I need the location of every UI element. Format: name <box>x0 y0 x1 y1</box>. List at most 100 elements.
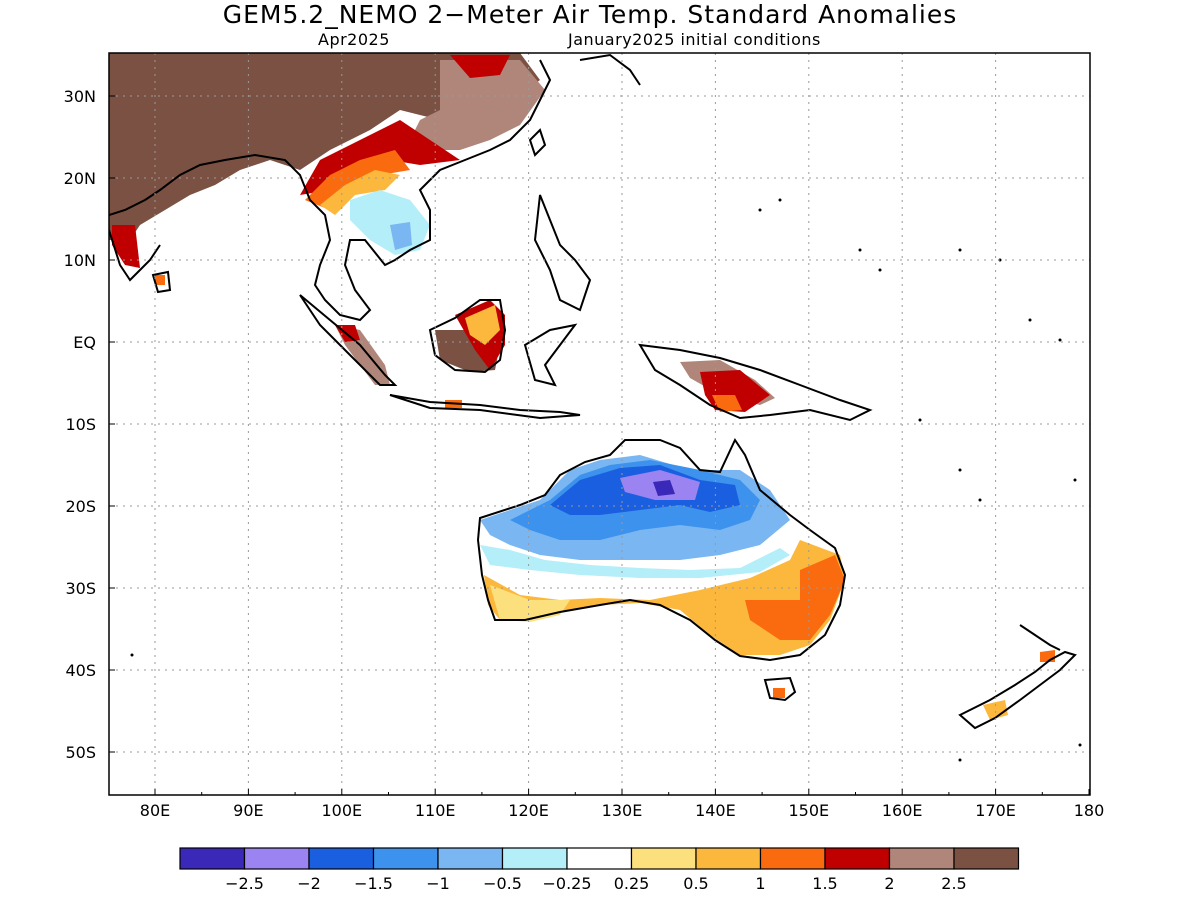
indochina-light-warm <box>320 170 400 215</box>
new-guinea-orange <box>712 395 742 412</box>
lat-tick-label: 50S <box>65 743 96 762</box>
sumatra-coastline <box>299 294 398 386</box>
island-dot <box>1073 478 1077 482</box>
color-bar-swatch <box>566 847 633 870</box>
color-bar-swatch <box>695 847 762 870</box>
lon-tick-label: 100E <box>321 801 362 820</box>
asia-moderate-warm-region <box>410 60 545 150</box>
lon-tick-label: 90E <box>233 801 263 820</box>
color-bar-label: 1.5 <box>812 874 837 893</box>
tasmania-coastline <box>763 676 797 702</box>
island-dot <box>998 258 1002 262</box>
color-bar-label: −0.25 <box>542 874 591 893</box>
australia-warm-south <box>484 540 845 655</box>
island-dot <box>918 418 922 422</box>
new-guinea-coastline <box>638 343 873 422</box>
longitude-ticks: 80E 90E 100E 110E 120E 130E 140E 150E 160E 170E 18… <box>140 789 1105 820</box>
australia-warm-light <box>490 585 570 622</box>
color-bar-swatch <box>308 847 375 870</box>
color-bar-swatch <box>630 847 697 870</box>
australia-warm-east <box>745 555 845 640</box>
australia-coastline <box>476 437 847 662</box>
lat-tick-label: 30S <box>65 579 96 598</box>
chart-title: GEM5.2_NEMO 2−Meter Air Temp. Standard A… <box>222 0 958 29</box>
color-bar-swatch <box>501 847 568 870</box>
color-bar-label: 1 <box>755 874 765 893</box>
australia-cold-2-5 <box>653 480 675 496</box>
island-dot <box>778 198 782 202</box>
lat-tick-label: 20S <box>65 497 96 516</box>
color-bar-label: −2.5 <box>225 874 264 893</box>
lon-tick-label: 130E <box>602 801 643 820</box>
color-bar-label: 0.5 <box>683 874 708 893</box>
lon-tick-label: 160E <box>882 801 923 820</box>
color-bar-swatch <box>372 847 439 870</box>
lon-tick-label: 80E <box>140 801 170 820</box>
lat-tick-label: 40S <box>65 661 96 680</box>
lon-tick-label: 180 <box>1074 801 1105 820</box>
india-warm <box>112 225 140 268</box>
coastlines <box>109 53 1077 730</box>
island-dot <box>130 653 134 657</box>
color-bar-swatch <box>953 847 1020 870</box>
anomaly-shading <box>109 53 1055 720</box>
color-bar-label: 2 <box>884 874 894 893</box>
color-bar-swatch <box>243 847 310 870</box>
taiwan-coastline <box>528 128 547 157</box>
lon-tick-label: 170E <box>975 801 1016 820</box>
lat-tick-label: EQ <box>73 333 96 352</box>
java-coastline <box>389 394 581 420</box>
tasmania-warm <box>773 688 785 698</box>
island-dot <box>978 498 982 502</box>
japan-coastline <box>579 53 641 86</box>
color-bar-label: 2.5 <box>941 874 966 893</box>
color-bar-label: −1.5 <box>354 874 393 893</box>
island-dot <box>958 758 962 762</box>
new-zealand-warm <box>983 700 1008 720</box>
color-bar-swatch <box>179 847 246 870</box>
island-dot <box>878 268 882 272</box>
sri-lanka-coastline <box>151 270 172 294</box>
initial-conditions: January2025 initial conditions <box>568 30 821 49</box>
lon-tick-label: 150E <box>788 801 829 820</box>
color-bar-swatch <box>759 847 826 870</box>
color-bar: −2.5 −2 −1.5 −1 −0.5 −0.25 0.25 0.5 1 1.5 2 2.5 <box>179 847 1020 893</box>
lat-tick-label: 20N <box>64 169 96 188</box>
color-bar-label: 0.25 <box>614 874 650 893</box>
lat-tick-label: 30N <box>64 87 96 106</box>
lon-tick-label: 120E <box>508 801 549 820</box>
lat-tick-label: 10S <box>65 415 96 434</box>
lat-tick-label: 10N <box>64 251 96 270</box>
island-dot <box>758 208 762 212</box>
color-bar-label: −0.5 <box>483 874 522 893</box>
sri-lanka-warm <box>155 275 165 285</box>
color-bar-swatch <box>437 847 504 870</box>
asia-strong-warm-region <box>109 53 540 240</box>
australia-cool-fringe <box>480 545 790 578</box>
new-zealand-north-coastline <box>1019 624 1061 651</box>
island-dot <box>1078 743 1082 747</box>
color-bar-label: −1 <box>426 874 450 893</box>
new-zealand-hot <box>1040 650 1055 662</box>
lon-tick-label: 110E <box>415 801 456 820</box>
indochina-cooler-spot <box>390 222 412 250</box>
sulawesi-coastline <box>523 323 578 387</box>
lon-tick-label: 140E <box>695 801 736 820</box>
color-bar-label: −2 <box>297 874 321 893</box>
borneo-coastline <box>428 299 507 374</box>
island-dot <box>958 248 962 252</box>
island-dot <box>1028 318 1032 322</box>
india-coastline <box>109 229 161 282</box>
island-dot <box>858 248 862 252</box>
color-bar-swatch <box>824 847 891 870</box>
color-bar-swatch <box>888 847 955 870</box>
latitude-ticks: 30N 20N 10N EQ 10S 20S 30S 40S 50S <box>64 87 115 762</box>
pacific-islands <box>130 198 1082 762</box>
island-dot <box>1058 338 1062 342</box>
borneo-orange <box>465 305 500 345</box>
china-hot-spot <box>450 55 510 78</box>
asia-coastline <box>109 59 552 322</box>
lat-lon-grid <box>109 53 1090 795</box>
island-dot <box>958 468 962 472</box>
